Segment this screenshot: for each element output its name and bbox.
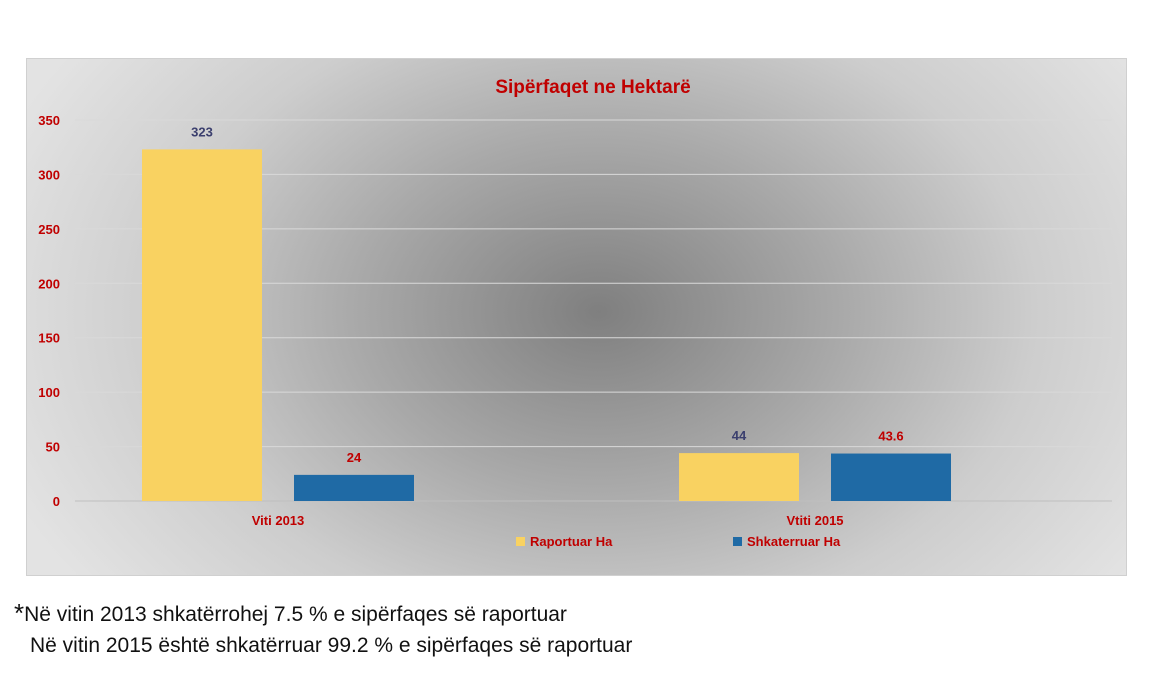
legend-swatch — [516, 537, 525, 546]
chart-area: Sipërfaqet ne Hektarë 0 50 100 150 200 250 300 3… — [26, 58, 1127, 576]
y-tick-label: 350 — [38, 113, 60, 128]
bar — [831, 453, 951, 501]
data-label: 24 — [347, 450, 362, 465]
y-tick-label: 300 — [38, 167, 60, 182]
notes: *Në vitin 2013 shkatërrohej 7.5 % e sipë… — [14, 598, 1134, 661]
data-label: 323 — [191, 124, 213, 139]
bar — [679, 453, 799, 501]
y-tick-label: 50 — [46, 440, 60, 455]
legend-swatch — [733, 537, 742, 546]
note-line-2: Në vitin 2015 është shkatërruar 99.2 % e… — [30, 634, 633, 657]
note-line-1: *Në vitin 2013 shkatërrohej 7.5 % e sipë… — [14, 598, 1134, 630]
data-label: 43.6 — [878, 429, 903, 444]
data-label: 44 — [732, 428, 747, 443]
legend-label: Shkaterruar Ha — [747, 534, 841, 549]
note-text-1: Në vitin 2013 shkatërrohej 7.5 % e sipër… — [24, 603, 567, 626]
chart-title: Sipërfaqet ne Hektarë — [495, 77, 690, 98]
y-tick-label: 0 — [53, 494, 60, 509]
note-asterisk: * — [14, 598, 25, 628]
bar — [294, 474, 414, 501]
legend-label: Raportuar Ha — [530, 534, 613, 549]
y-tick-label: 250 — [38, 222, 60, 237]
bar-chart: Sipërfaqet ne Hektarë 0 50 100 150 200 250 300 3… — [38, 77, 1112, 549]
y-tick-label: 200 — [38, 276, 60, 291]
x-tick-label: Vtiti 2015 — [786, 513, 843, 528]
y-tick-label: 150 — [38, 331, 60, 346]
x-tick-label: Viti 2013 — [252, 513, 305, 528]
bar — [142, 149, 262, 501]
y-tick-label: 100 — [38, 385, 60, 400]
